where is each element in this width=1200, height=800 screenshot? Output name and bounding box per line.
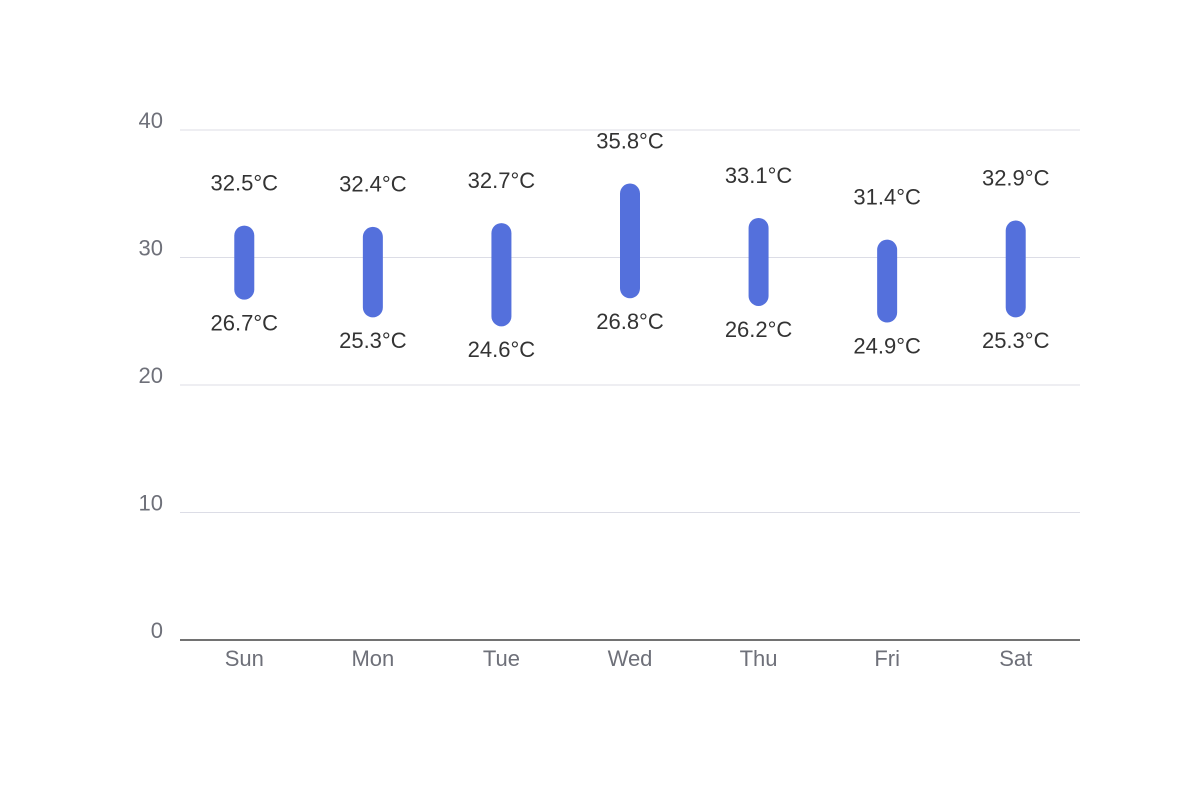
x-tick-label: Fri (874, 646, 900, 671)
x-tick-label: Sat (999, 646, 1032, 671)
low-label: 24.6°C (468, 337, 536, 362)
high-label: 31.4°C (853, 184, 921, 209)
range-bar (620, 183, 640, 299)
low-label: 26.2°C (725, 317, 793, 342)
low-label: 25.3°C (982, 328, 1050, 353)
high-label: 35.8°C (596, 128, 664, 153)
y-tick-label: 40 (139, 108, 163, 133)
x-tick-label: Sun (225, 646, 264, 671)
range-bar (748, 217, 769, 306)
y-tick-label: 10 (139, 490, 163, 515)
high-label: 32.4°C (339, 172, 407, 197)
y-tick-label: 30 (139, 235, 163, 260)
x-tick-label: Wed (608, 646, 653, 671)
x-tick-label: Thu (740, 646, 778, 671)
range-bar (491, 223, 512, 327)
low-label: 26.7°C (211, 310, 279, 335)
y-tick-label: 20 (139, 363, 163, 388)
range-bar (1005, 220, 1026, 318)
range-bar (362, 226, 383, 318)
high-label: 32.9°C (982, 165, 1050, 190)
range-bar (877, 239, 898, 323)
range-bar (234, 225, 255, 300)
x-tick-label: Mon (351, 646, 394, 671)
low-label: 25.3°C (339, 328, 407, 353)
high-label: 33.1°C (725, 163, 793, 188)
high-label: 32.7°C (468, 168, 536, 193)
x-tick-label: Tue (483, 646, 520, 671)
high-label: 32.5°C (211, 170, 279, 195)
y-tick-label: 0 (151, 618, 163, 643)
low-label: 24.9°C (853, 333, 921, 358)
low-label: 26.8°C (596, 309, 664, 334)
